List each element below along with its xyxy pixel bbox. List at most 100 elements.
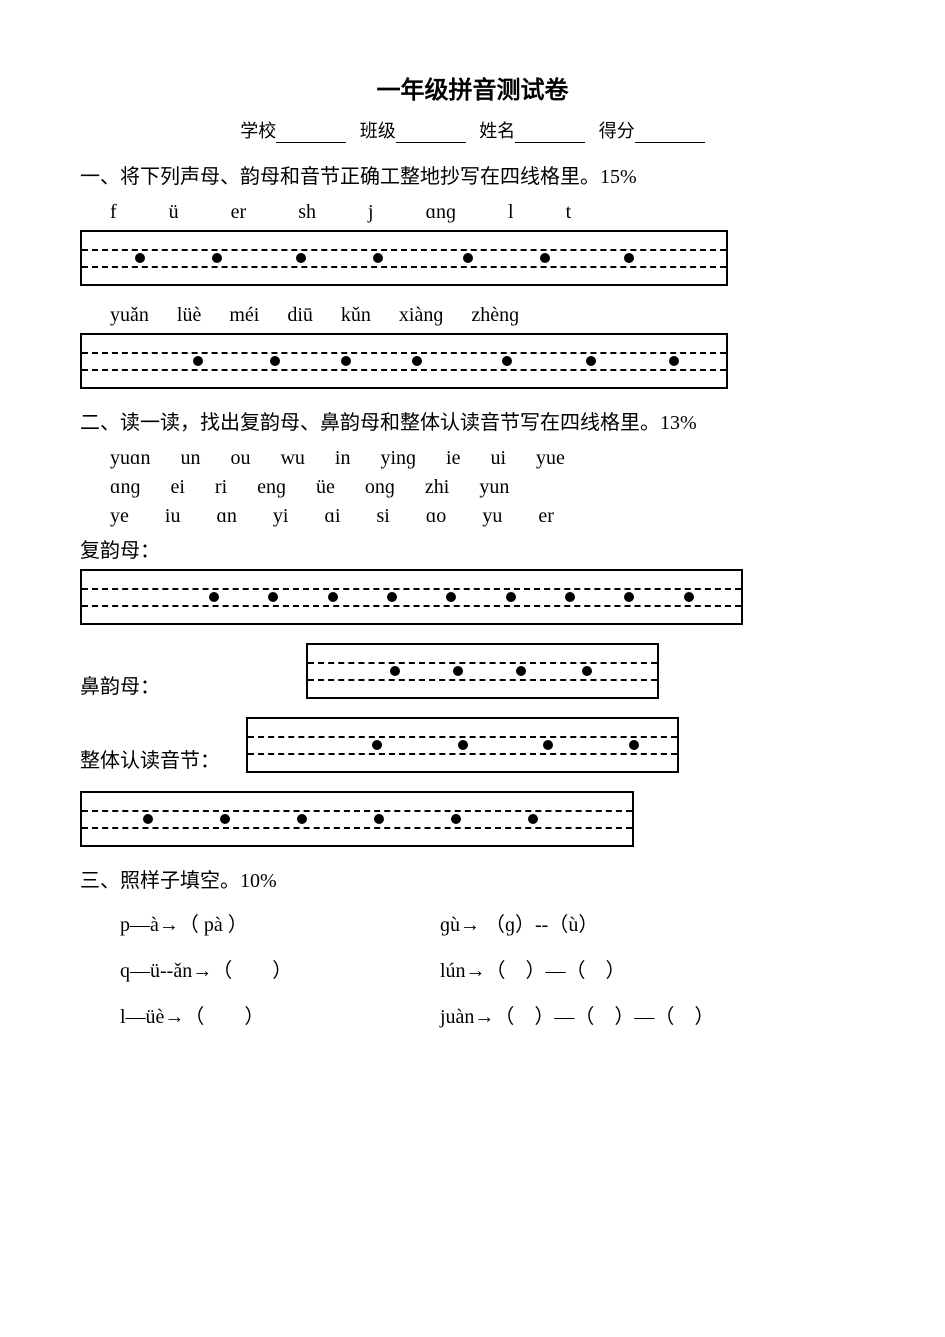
q3-row: q—ü--ǎn→（ ）lún→（ ）—（ ） (120, 951, 865, 991)
grid-dot (540, 253, 550, 263)
page: 一年级拼音测试卷 学校 班级 姓名 得分 一、将下列声母、韵母和音节正确工整地抄… (0, 0, 945, 1083)
pinyin-item: ɑo (426, 505, 446, 528)
pinyin-item: ui (490, 447, 506, 470)
grid-dot (372, 740, 382, 750)
q3-right: lún→（ ）—（ ） (440, 951, 865, 991)
pinyin-item: ei (170, 476, 184, 499)
pinyin-item: xiànɡ (399, 304, 443, 327)
q3-heading: 三、照样子填空。10% (80, 865, 865, 897)
pinyin-item: sh (298, 201, 316, 224)
pinyin-item: ie (446, 447, 460, 470)
pinyin-item: l (508, 201, 514, 224)
grid-dot (341, 356, 351, 366)
pinyin-item: ye (110, 505, 129, 528)
grid-line (82, 588, 741, 590)
q1-grid1[interactable] (80, 230, 728, 286)
grid-dot (220, 814, 230, 824)
pinyin-item: zhi (425, 476, 449, 499)
class-blank[interactable] (396, 124, 466, 143)
pinyin-item: ɑn (216, 505, 236, 528)
grid-dot (624, 253, 634, 263)
pinyin-item: wu (280, 447, 304, 470)
grid-dot (502, 356, 512, 366)
grid-dot (453, 666, 463, 676)
q2-row1: yuɑnunouwuinyinɡieuiyue (110, 447, 865, 470)
pinyin-item: ɑi (324, 505, 340, 528)
grid-line (308, 679, 657, 681)
name-label: 姓名 (479, 121, 515, 141)
pinyin-item: si (377, 505, 390, 528)
pinyin-item: yuǎn (110, 304, 149, 327)
pinyin-item: onɡ (365, 476, 395, 499)
pinyin-item: er (231, 201, 247, 224)
q3-left: l—üè→（ ） (120, 997, 440, 1037)
school-blank[interactable] (276, 124, 346, 143)
grid-dot (458, 740, 468, 750)
pinyin-item: yinɡ (380, 447, 416, 470)
q2-grid-zheng1[interactable] (246, 717, 679, 773)
q2-label-fu: 复韵母： (80, 534, 865, 563)
pinyin-item: yu (482, 505, 502, 528)
pinyin-item: yun (479, 476, 509, 499)
grid-dot (209, 592, 219, 602)
pinyin-item: un (180, 447, 200, 470)
pinyin-item: yuɑn (110, 447, 150, 470)
grid-dot (565, 592, 575, 602)
pinyin-item: kǔn (341, 304, 371, 327)
grid-dot (135, 253, 145, 263)
name-blank[interactable] (515, 124, 585, 143)
grid-dot (373, 253, 383, 263)
grid-dot (586, 356, 596, 366)
pinyin-item: ü (169, 201, 179, 224)
pinyin-item: ou (230, 447, 250, 470)
pinyin-item: ɑnɡ (426, 201, 456, 224)
grid-dot (446, 592, 456, 602)
grid-dot (451, 814, 461, 824)
grid-dot (543, 740, 553, 750)
grid-line (248, 736, 677, 738)
q3-right: juàn→（ ）—（ ）—（ ） (440, 997, 865, 1037)
q1-row1: füershjɑnɡlt (110, 201, 865, 224)
q3-row: p—à→（ pà ）ɡù→ （ɡ）--（ù） (120, 905, 865, 945)
q3-right: ɡù→ （ɡ）--（ù） (440, 905, 865, 945)
pinyin-item: üe (316, 476, 335, 499)
pinyin-item: zhènɡ (471, 304, 519, 327)
grid-dot (270, 356, 280, 366)
page-title: 一年级拼音测试卷 (80, 70, 865, 105)
grid-dot (506, 592, 516, 602)
grid-dot (528, 814, 538, 824)
header-fields: 学校 班级 姓名 得分 (80, 117, 865, 143)
pinyin-item: ri (215, 476, 227, 499)
grid-dot (328, 592, 338, 602)
q2-label-zheng: 整体认读音节： (80, 744, 240, 773)
pinyin-item: diū (287, 304, 313, 327)
pinyin-item: in (335, 447, 351, 470)
grid-dot (193, 356, 203, 366)
grid-line (82, 266, 726, 268)
q2-grid-bi[interactable] (306, 643, 659, 699)
q2-grid-zheng2[interactable] (80, 791, 634, 847)
q2-row2: ɑnɡeirienɡüeonɡzhiyun (110, 476, 865, 499)
q2-grid-fu[interactable] (80, 569, 743, 625)
q1-grid2[interactable] (80, 333, 728, 389)
grid-dot (463, 253, 473, 263)
grid-dot (143, 814, 153, 824)
grid-line (82, 249, 726, 251)
grid-line (82, 827, 632, 829)
grid-dot (387, 592, 397, 602)
q1-row2: yuǎnlüèméidiūkǔnxiànɡzhènɡ (110, 304, 865, 327)
grid-dot (390, 666, 400, 676)
grid-line (82, 352, 726, 354)
q3-left: p—à→（ pà ） (120, 905, 440, 945)
pinyin-item: j (368, 201, 374, 224)
grid-dot (624, 592, 634, 602)
grid-line (308, 662, 657, 664)
pinyin-item: enɡ (257, 476, 286, 499)
pinyin-item: yi (273, 505, 289, 528)
grid-line (82, 369, 726, 371)
q2-heading: 二、读一读，找出复韵母、鼻韵母和整体认读音节写在四线格里。13% (80, 407, 865, 439)
grid-dot (684, 592, 694, 602)
score-blank[interactable] (635, 124, 705, 143)
q2-label-bi: 鼻韵母： (80, 670, 190, 699)
grid-line (82, 605, 741, 607)
